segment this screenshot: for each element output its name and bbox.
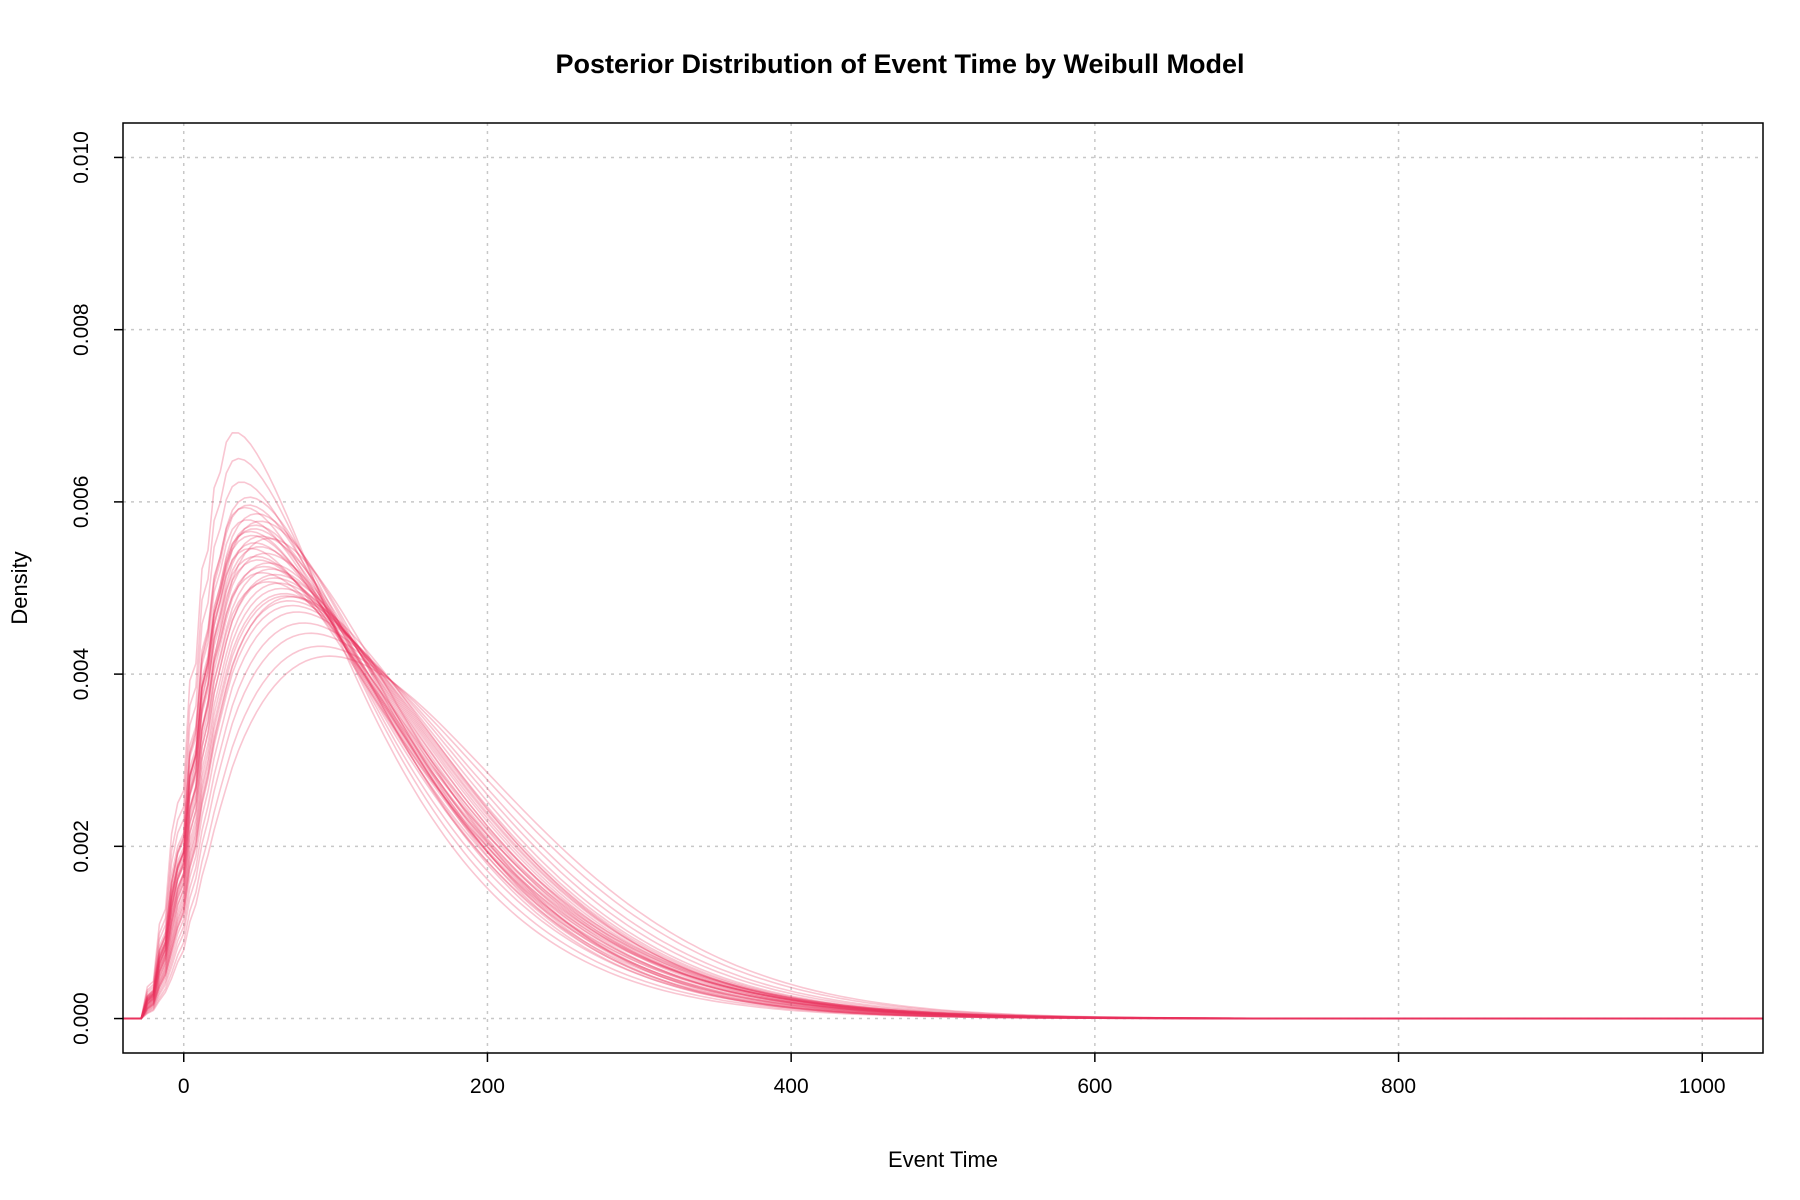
x-tick-label: 0 xyxy=(178,1075,190,1098)
density-curve-26 xyxy=(123,457,1763,1020)
density-curve-11 xyxy=(123,611,1763,1020)
plot-frame xyxy=(122,122,1764,1054)
density-curve-7 xyxy=(123,535,1763,1020)
density-curve-25 xyxy=(123,481,1763,1020)
density-curve-17 xyxy=(123,577,1763,1020)
density-curve-31 xyxy=(123,580,1763,1020)
x-tick-label: 400 xyxy=(774,1075,809,1098)
y-tick-label: 0.008 xyxy=(70,303,93,356)
density-curve-33 xyxy=(123,504,1763,1020)
density-curve-28 xyxy=(123,632,1763,1020)
density-curve-2 xyxy=(123,512,1763,1020)
density-curve-37 xyxy=(123,519,1763,1020)
density-curve-15 xyxy=(123,582,1763,1020)
density-curve-22 xyxy=(123,530,1763,1020)
x-tick-label: 200 xyxy=(470,1075,505,1098)
density-curve-27 xyxy=(123,431,1763,1020)
density-curve-30 xyxy=(123,655,1763,1020)
y-tick-label: 0.000 xyxy=(70,992,93,1045)
y-tick-label: 0.004 xyxy=(70,648,93,701)
density-curve-10 xyxy=(123,587,1763,1020)
y-tick-label: 0.002 xyxy=(70,820,93,873)
density-curve-39 xyxy=(123,555,1763,1020)
x-axis: 0 200 400 600 800 1000 xyxy=(178,1053,1726,1098)
density-curve-6 xyxy=(123,559,1763,1020)
density-curve-29 xyxy=(123,645,1763,1020)
plot-area xyxy=(123,431,1763,1020)
density-curve-35 xyxy=(123,552,1763,1020)
density-curve-14 xyxy=(123,595,1763,1020)
y-axis-label: Density xyxy=(7,551,32,624)
density-curve-23 xyxy=(123,506,1763,1020)
series-layer xyxy=(123,431,1763,1020)
density-curve-38 xyxy=(123,565,1763,1020)
density-curve-16 xyxy=(123,604,1763,1020)
y-tick-label: 0.010 xyxy=(70,131,93,184)
x-tick-label: 600 xyxy=(1077,1075,1112,1098)
density-curve-0 xyxy=(123,542,1763,1020)
density-curve-9 xyxy=(123,599,1763,1020)
density-curve-32 xyxy=(123,571,1763,1020)
density-curve-8 xyxy=(123,573,1763,1020)
x-axis-label: Event Time xyxy=(888,1147,998,1172)
density-curve-3 xyxy=(123,534,1763,1020)
x-tick-label: 1000 xyxy=(1679,1075,1726,1098)
density-curve-24 xyxy=(123,496,1763,1020)
density-curve-19 xyxy=(123,595,1763,1020)
y-tick-label: 0.006 xyxy=(70,476,93,529)
density-curve-34 xyxy=(123,528,1763,1020)
x-tick-label: 800 xyxy=(1381,1075,1416,1098)
density-curve-36 xyxy=(123,537,1763,1020)
density-curve-18 xyxy=(123,592,1763,1020)
density-curve-20 xyxy=(123,562,1763,1020)
density-curve-1 xyxy=(123,524,1763,1020)
density-curve-21 xyxy=(123,546,1763,1020)
y-axis: 0.000 0.002 0.004 0.006 0.008 0.010 xyxy=(70,131,123,1045)
density-curve-13 xyxy=(123,622,1763,1020)
density-curve-4 xyxy=(123,547,1763,1020)
density-curve-5 xyxy=(123,520,1763,1020)
density-curve-12 xyxy=(123,568,1763,1020)
chart-title: Posterior Distribution of Event Time by … xyxy=(555,49,1244,79)
grid-layer xyxy=(123,123,1763,1053)
